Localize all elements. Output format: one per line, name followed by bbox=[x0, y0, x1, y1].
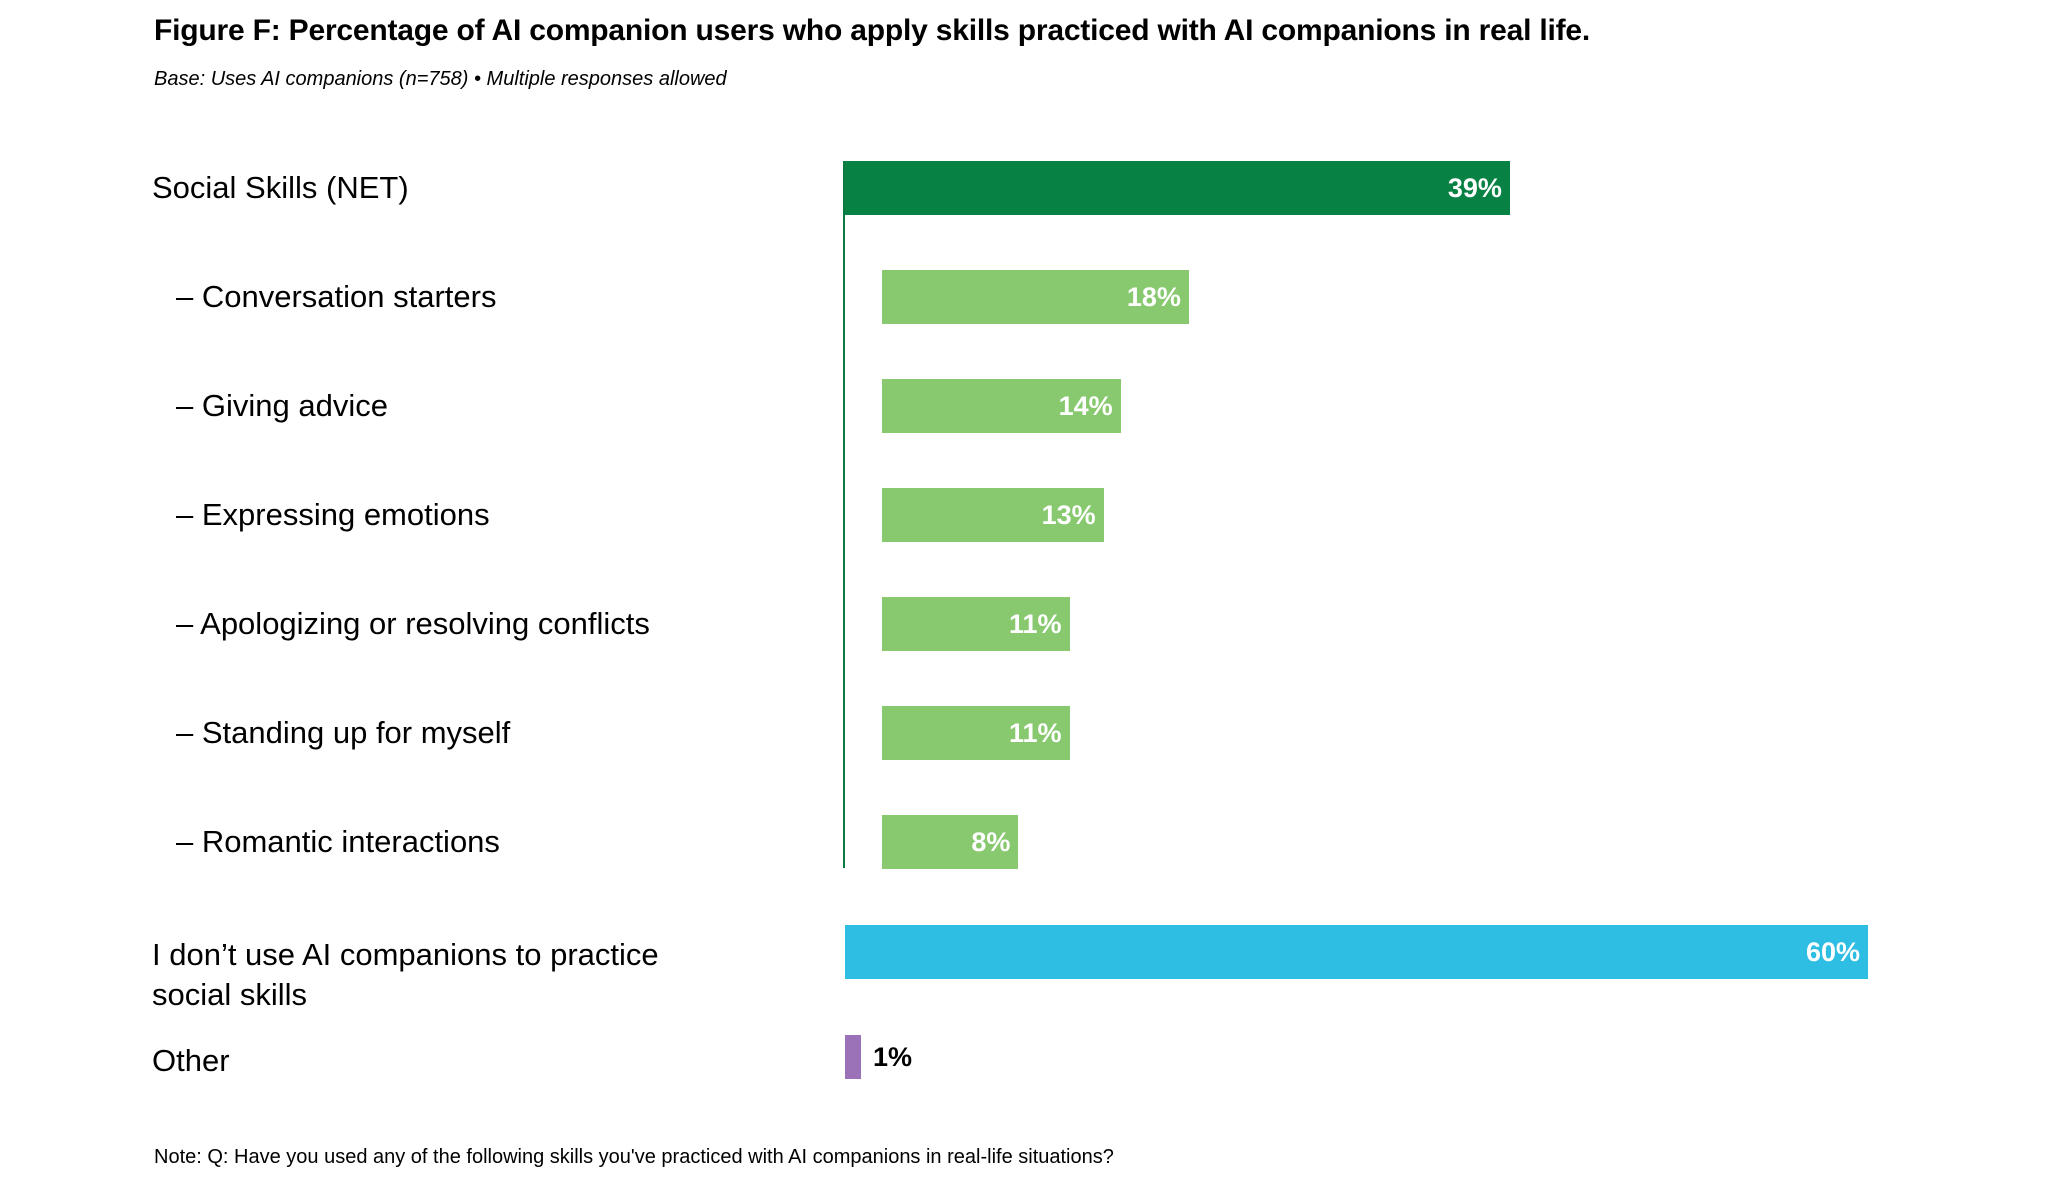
data-label: 11% bbox=[1008, 609, 1062, 639]
data-label: 8% bbox=[971, 827, 1011, 857]
category-label: – Standing up for myself bbox=[176, 715, 511, 750]
category-label: Social Skills (NET) bbox=[152, 170, 409, 205]
data-label: 60% bbox=[1805, 937, 1860, 967]
bar bbox=[845, 1035, 861, 1079]
chart-note: Note: Q: Have you used any of the follow… bbox=[154, 1146, 1114, 1168]
category-label: – Apologizing or resolving conflicts bbox=[176, 606, 650, 641]
category-axis-line bbox=[843, 161, 845, 868]
bar bbox=[845, 161, 1510, 215]
category-label: – Romantic interactions bbox=[176, 824, 500, 859]
data-label: 18% bbox=[1126, 282, 1181, 312]
bar bbox=[882, 270, 1189, 324]
category-label: Other bbox=[152, 1043, 230, 1078]
bar bbox=[882, 488, 1104, 542]
category-label: – Conversation starters bbox=[176, 279, 497, 314]
bar bbox=[882, 379, 1121, 433]
category-label-line2: social skills bbox=[152, 977, 308, 1012]
data-label: 1% bbox=[873, 1042, 913, 1072]
chart-subtitle: Base: Uses AI companions (n=758) • Multi… bbox=[154, 68, 727, 90]
bar bbox=[882, 706, 1070, 760]
category-label: – Expressing emotions bbox=[176, 497, 490, 532]
data-label: 39% bbox=[1447, 173, 1502, 203]
data-label: 11% bbox=[1008, 718, 1062, 748]
bar bbox=[882, 815, 1019, 869]
bar bbox=[882, 597, 1070, 651]
category-label: – Giving advice bbox=[176, 388, 388, 423]
chart-title: Figure F: Percentage of AI companion use… bbox=[154, 14, 1591, 47]
category-label: I don’t use AI companions to practice bbox=[152, 937, 659, 972]
bar bbox=[845, 925, 1868, 979]
data-label: 13% bbox=[1041, 500, 1096, 530]
data-label: 14% bbox=[1058, 391, 1113, 421]
